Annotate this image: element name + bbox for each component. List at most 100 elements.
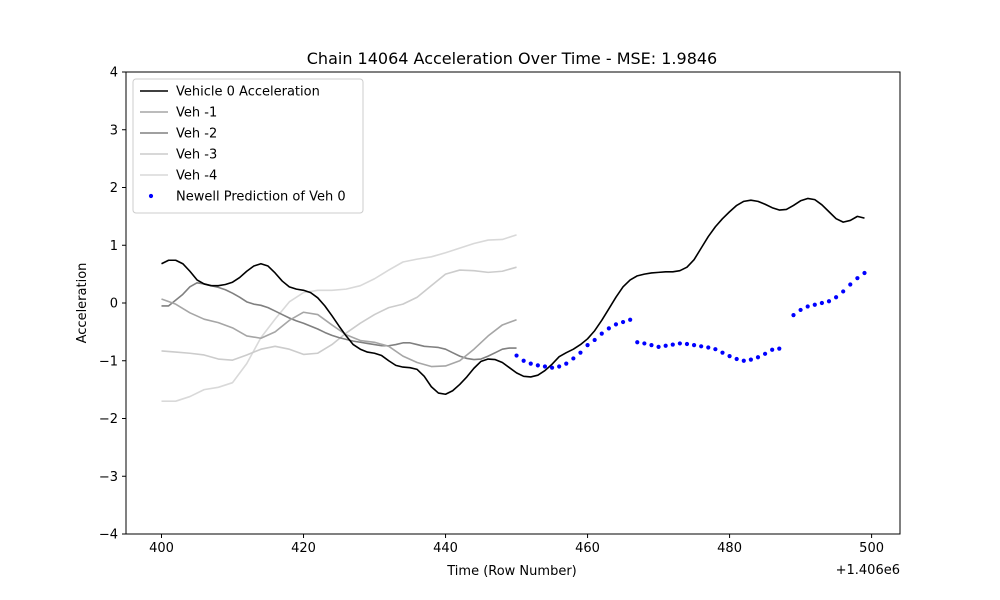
prediction-point xyxy=(841,289,846,294)
prediction-point xyxy=(592,337,597,343)
chart-title: Chain 14064 Acceleration Over Time - MSE… xyxy=(307,49,717,68)
prediction-point xyxy=(798,307,803,313)
prediction-point xyxy=(734,356,739,362)
x-tick: 400 xyxy=(149,534,174,556)
prediction-point xyxy=(727,354,732,359)
prediction-point xyxy=(748,357,753,362)
prediction-point xyxy=(628,317,633,322)
prediction-point xyxy=(677,341,682,346)
x-offset-label: +1.406e6 xyxy=(836,563,900,578)
x-axis-label: Time (Row Number) xyxy=(446,564,576,579)
prediction-point xyxy=(585,343,590,348)
prediction-point xyxy=(557,364,562,369)
legend-item: Newell Prediction of Veh 0 xyxy=(148,190,346,205)
prediction-point xyxy=(791,313,796,318)
y-axis: −4 −3 −2 −1 0 1 2 3 4 xyxy=(99,66,126,543)
series-line-veh-2 xyxy=(161,281,517,361)
y-tick: 4 xyxy=(110,66,126,81)
legend-label: Veh -2 xyxy=(176,127,217,142)
y-tick-label: −4 xyxy=(99,528,118,543)
legend-item: Veh -2 xyxy=(140,127,217,142)
y-tick: 1 xyxy=(110,239,126,254)
y-tick-label: 0 xyxy=(110,297,118,312)
y-axis-label: Acceleration xyxy=(75,263,90,344)
prediction-point xyxy=(549,365,555,370)
prediction-point xyxy=(770,347,775,352)
prediction-point xyxy=(819,300,824,306)
prediction-point xyxy=(826,299,832,304)
series-line-veh-1 xyxy=(161,298,517,368)
x-tick: 420 xyxy=(291,534,316,556)
x-tick: 460 xyxy=(575,534,600,556)
prediction-point xyxy=(635,340,640,345)
x-tick-label: 460 xyxy=(575,541,600,556)
legend-item: Veh -4 xyxy=(140,169,217,184)
legend-swatch xyxy=(148,193,154,199)
prediction-point xyxy=(620,319,626,325)
x-tick: 500 xyxy=(859,534,884,556)
prediction-point xyxy=(755,355,761,360)
y-tick: −1 xyxy=(99,354,126,369)
legend-label: Veh -4 xyxy=(176,169,217,184)
legend-item: Veh -3 xyxy=(140,148,217,163)
y-tick: −4 xyxy=(99,528,126,543)
legend-label: Veh -1 xyxy=(176,106,217,121)
prediction-point xyxy=(670,342,675,347)
x-tick-label: 420 xyxy=(291,541,316,556)
x-tick-label: 400 xyxy=(149,541,174,556)
prediction-point xyxy=(521,358,526,363)
prediction-point xyxy=(741,358,746,363)
prediction-point xyxy=(720,350,725,355)
prediction-point xyxy=(606,326,611,331)
x-tick-label: 440 xyxy=(433,541,458,556)
y-tick: −3 xyxy=(99,470,126,485)
legend-item: Vehicle 0 Acceleration xyxy=(140,85,320,100)
prediction-point xyxy=(542,364,548,369)
legend-label: Newell Prediction of Veh 0 xyxy=(176,190,346,205)
prediction-point xyxy=(812,302,817,307)
prediction-point xyxy=(613,322,619,327)
prediction-point xyxy=(855,276,860,281)
legend: Vehicle 0 Acceleration Veh -1 Veh -2 Veh -3… xyxy=(132,78,364,214)
prediction-point xyxy=(649,343,654,348)
prediction-point xyxy=(706,345,711,350)
series-line-veh-3 xyxy=(161,266,517,361)
x-tick-label: 500 xyxy=(859,541,884,556)
prediction-point xyxy=(578,350,583,355)
legend-box xyxy=(132,78,364,214)
series-points-newell-prediction-of-veh-0 xyxy=(514,270,867,370)
prediction-point xyxy=(656,344,661,349)
prediction-point xyxy=(713,347,718,352)
x-tick-label: 480 xyxy=(717,541,742,556)
prediction-point xyxy=(684,341,690,347)
y-tick-label: 3 xyxy=(110,123,118,138)
prediction-point xyxy=(535,363,540,368)
prediction-point xyxy=(514,353,519,358)
prediction-point xyxy=(777,346,782,351)
series-layer xyxy=(161,197,867,402)
legend-label: Veh -3 xyxy=(176,148,217,163)
y-tick: 0 xyxy=(110,297,126,312)
legend-item: Veh -1 xyxy=(140,106,217,121)
prediction-point xyxy=(848,282,853,287)
prediction-point xyxy=(762,351,768,356)
y-tick-label: −2 xyxy=(99,412,118,427)
y-tick: 2 xyxy=(110,181,126,196)
x-axis: 400 420 440 460 480 500 xyxy=(149,534,884,556)
x-tick: 480 xyxy=(717,534,742,556)
y-tick-label: 2 xyxy=(110,181,118,196)
y-tick-label: −3 xyxy=(99,470,118,485)
prediction-point xyxy=(528,361,533,366)
prediction-point xyxy=(599,331,604,336)
prediction-point xyxy=(564,361,569,366)
prediction-point xyxy=(862,270,867,276)
prediction-point xyxy=(833,295,839,300)
prediction-point xyxy=(699,344,704,349)
prediction-point xyxy=(571,356,576,361)
plot-frame xyxy=(125,71,901,535)
y-tick: 3 xyxy=(110,123,126,138)
series-line-veh-4 xyxy=(161,234,517,402)
series-line-vehicle-0-acceleration xyxy=(161,197,865,396)
x-tick: 440 xyxy=(433,534,458,556)
